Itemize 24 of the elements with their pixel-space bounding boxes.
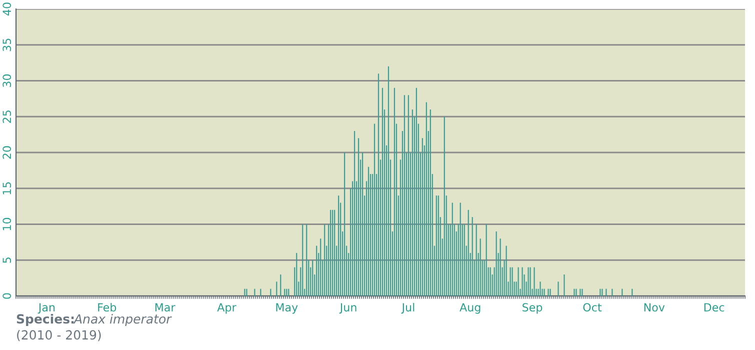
- text: Species:: [16, 314, 74, 326]
- text: (2010 - 2019): [17, 330, 101, 342]
- x-tick-label: Apr: [217, 303, 236, 314]
- y-tick-label: 15: [2, 182, 12, 194]
- x-tick-label: Nov: [644, 303, 665, 312]
- x-tick-label: Oct: [583, 303, 602, 312]
- x-tick-label: Jul: [401, 302, 414, 314]
- y-tick-label: 5: [2, 258, 12, 263]
- y-tick-label: 10: [2, 218, 12, 230]
- text: Anax imperator: [73, 314, 172, 326]
- x-tick-label: Jan: [38, 303, 55, 314]
- x-tick-label: Mar: [155, 303, 176, 312]
- y-tick-label: 20: [2, 146, 12, 159]
- x-tick-label: Sep: [522, 303, 542, 314]
- y-tick-label: 0: [2, 293, 12, 299]
- y-tick-label: 35: [2, 38, 12, 52]
- x-tick-label: Feb: [98, 302, 116, 312]
- y-tick-label: 25: [2, 110, 12, 123]
- y-tick-label: 40: [2, 2, 12, 16]
- x-tick-label: May: [276, 303, 298, 314]
- x-tick-label: Dec: [704, 303, 724, 312]
- x-tick-label: Jun: [339, 303, 356, 314]
- y-tick-label: 30: [2, 74, 12, 87]
- x-tick-label: Aug: [460, 303, 480, 314]
